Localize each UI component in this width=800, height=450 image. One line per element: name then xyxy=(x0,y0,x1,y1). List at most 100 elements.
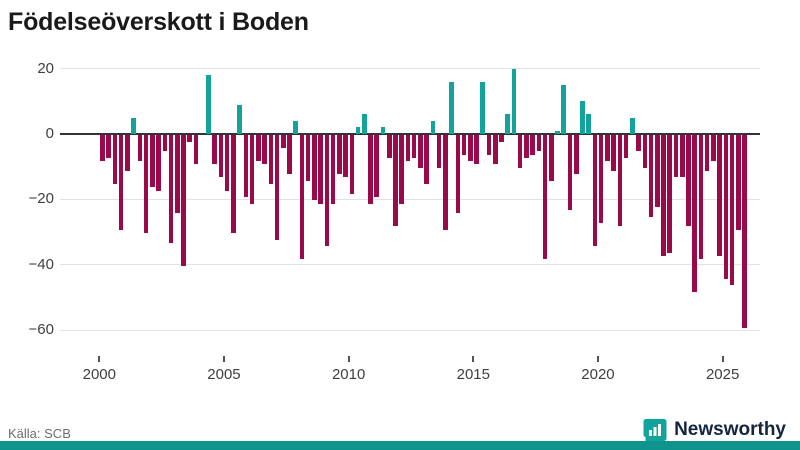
bar-quarter xyxy=(430,120,436,134)
bar-quarter xyxy=(243,135,249,198)
bar-quarter xyxy=(268,135,274,184)
bar-quarter xyxy=(505,114,510,134)
bar-quarter xyxy=(542,135,548,260)
bar-quarter xyxy=(362,114,367,134)
bar-quarter xyxy=(536,135,542,152)
bar-quarter xyxy=(617,135,623,227)
bar-quarter xyxy=(549,135,554,181)
bar-quarter xyxy=(461,135,467,155)
x-tick-label: 2020 xyxy=(581,366,615,383)
source-note: Källa: SCB xyxy=(8,426,71,441)
bar-quarter xyxy=(349,135,355,194)
bar-quarter xyxy=(256,135,261,162)
bar-quarter xyxy=(343,135,348,178)
bar-quarter xyxy=(262,135,267,165)
bar-quarter xyxy=(530,135,535,155)
bar-quarter xyxy=(249,135,255,204)
bar-quarter xyxy=(280,135,286,149)
x-tick-mark xyxy=(472,356,475,362)
bar-quarter xyxy=(206,75,211,134)
bar-quarter xyxy=(125,135,130,171)
bar-quarter xyxy=(337,135,342,175)
bar-quarter xyxy=(443,135,448,230)
bar-quarter xyxy=(567,135,573,211)
x-tick-label: 2010 xyxy=(331,366,366,383)
x-tick-mark xyxy=(222,356,225,362)
bar-quarter xyxy=(212,135,217,165)
bar-quarter xyxy=(654,135,660,207)
bar-quarter xyxy=(486,135,492,155)
bar-quarter xyxy=(143,135,149,233)
bar-quarter xyxy=(511,68,517,134)
x-tick-mark xyxy=(721,356,724,362)
bar-quarter xyxy=(449,81,454,134)
bar-quarter xyxy=(592,135,598,247)
bar-quarter xyxy=(181,135,186,266)
x-tick-mark xyxy=(596,356,599,362)
bar-quarter xyxy=(711,135,716,162)
bar-quarter xyxy=(187,135,193,142)
y-tick-label: −40 xyxy=(28,255,54,273)
plot-area xyxy=(60,62,760,354)
bar-quarter xyxy=(586,114,591,134)
bar-quarter xyxy=(580,101,585,134)
bar-quarter xyxy=(100,135,105,162)
bar-quarter xyxy=(324,135,330,247)
bar-quarter xyxy=(231,135,236,233)
bar-quarter xyxy=(168,135,174,243)
gridline xyxy=(60,68,760,70)
bar-quarter xyxy=(293,120,299,134)
bar-quarter xyxy=(374,135,380,198)
bar-quarter xyxy=(605,135,610,162)
bar-quarter xyxy=(312,135,317,201)
bar-quarter xyxy=(368,135,373,204)
bar-quarter xyxy=(474,135,479,165)
bar-quarter xyxy=(150,135,155,188)
y-tick-label: −60 xyxy=(28,321,54,338)
bar-quarter xyxy=(704,135,710,171)
bar-quarter xyxy=(611,135,616,171)
bar-quarter xyxy=(686,135,691,227)
bar-quarter xyxy=(405,135,411,162)
bar-quarter xyxy=(224,135,230,191)
bar-quarter xyxy=(424,135,429,184)
bar-quarter xyxy=(524,135,529,158)
bar-quarter xyxy=(106,135,112,158)
bar-quarter xyxy=(386,135,392,158)
bar-quarter xyxy=(330,135,336,204)
x-tick-mark xyxy=(98,356,101,362)
bar-quarter xyxy=(698,135,704,260)
chart-title: Födelseöverskott i Boden xyxy=(8,8,309,36)
x-tick-label: 2000 xyxy=(82,366,116,383)
x-tick-label: 2005 xyxy=(207,366,241,383)
bar-quarter xyxy=(723,135,729,279)
bar-quarter xyxy=(393,135,398,227)
bar-quarter xyxy=(467,135,473,162)
gridline xyxy=(60,264,760,266)
bar-quarter xyxy=(561,84,567,134)
bar-quarter xyxy=(661,135,666,256)
footer-strip xyxy=(0,441,800,450)
bar-quarter xyxy=(729,135,735,286)
bar-quarter xyxy=(399,135,404,204)
bar-quarter xyxy=(318,135,323,204)
bar-quarter xyxy=(499,135,504,142)
bar-quarter xyxy=(305,135,311,181)
bar-quarter xyxy=(436,135,442,168)
bar-quarter xyxy=(673,135,679,178)
bar-chart-bubble-icon xyxy=(643,418,667,442)
bar-quarter xyxy=(636,135,641,152)
bar-quarter xyxy=(355,127,361,134)
bar-quarter xyxy=(175,135,180,214)
bar-quarter xyxy=(573,135,579,175)
bar-quarter xyxy=(131,117,136,134)
bar-quarter xyxy=(692,135,697,292)
bar-quarter xyxy=(517,135,523,168)
bar-quarter xyxy=(162,135,168,152)
bar-quarter xyxy=(455,135,461,214)
newsworthy-branding: Newsworthy xyxy=(643,418,786,442)
bar-quarter xyxy=(112,135,118,184)
bar-quarter xyxy=(642,135,648,168)
x-tick-label: 2015 xyxy=(456,366,490,383)
